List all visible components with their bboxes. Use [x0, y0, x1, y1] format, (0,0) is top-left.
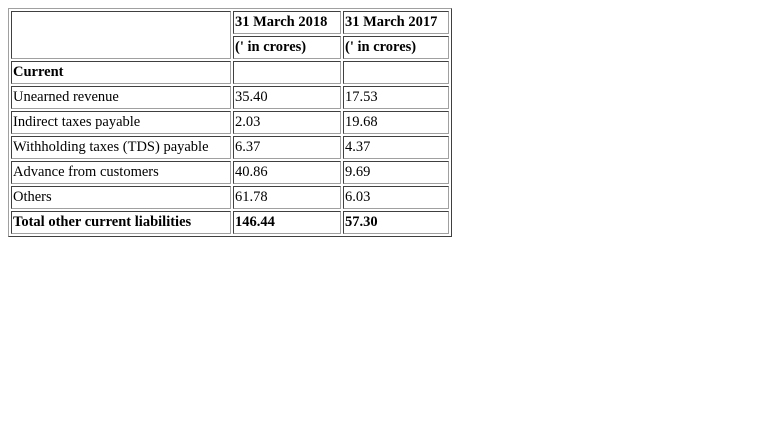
total-row: Total other current liabilities 146.44 5… — [11, 211, 449, 234]
row-value-2017: 19.68 — [343, 111, 449, 134]
header-unit-2017: (' in crores) — [343, 36, 449, 59]
total-label: Total other current liabilities — [11, 211, 231, 234]
total-value-2018: 146.44 — [233, 211, 341, 234]
row-value-2017: 9.69 — [343, 161, 449, 184]
section-label: Current — [11, 61, 231, 84]
row-label: Unearned revenue — [11, 86, 231, 109]
row-value-2018: 61.78 — [233, 186, 341, 209]
table-row: Withholding taxes (TDS) payable 6.37 4.3… — [11, 136, 449, 159]
table-row: Advance from customers 40.86 9.69 — [11, 161, 449, 184]
table-row: Indirect taxes payable 2.03 19.68 — [11, 111, 449, 134]
row-value-2017: 6.03 — [343, 186, 449, 209]
row-value-2018: 2.03 — [233, 111, 341, 134]
table-row: Others 61.78 6.03 — [11, 186, 449, 209]
table-row: Unearned revenue 35.40 17.53 — [11, 86, 449, 109]
header-row-units: (' in crores) (' in crores) — [11, 36, 449, 59]
section-row-current: Current — [11, 61, 449, 84]
header-row-dates: 31 March 2018 31 March 2017 — [11, 11, 449, 59]
row-value-2018: 35.40 — [233, 86, 341, 109]
row-value-2017: 4.37 — [343, 136, 449, 159]
row-label: Others — [11, 186, 231, 209]
total-value-2017: 57.30 — [343, 211, 449, 234]
header-unit-2018: (' in crores) — [233, 36, 341, 59]
header-date-2017: 31 March 2017 — [343, 11, 449, 34]
row-label: Withholding taxes (TDS) payable — [11, 136, 231, 159]
header-empty-cell — [11, 11, 231, 59]
row-value-2017: 17.53 — [343, 86, 449, 109]
section-empty-2018 — [233, 61, 341, 84]
section-empty-2017 — [343, 61, 449, 84]
row-label: Advance from customers — [11, 161, 231, 184]
header-date-2018: 31 March 2018 — [233, 11, 341, 34]
other-current-liabilities-table: 31 March 2018 31 March 2017 (' in crores… — [8, 8, 452, 237]
row-label: Indirect taxes payable — [11, 111, 231, 134]
row-value-2018: 6.37 — [233, 136, 341, 159]
row-value-2018: 40.86 — [233, 161, 341, 184]
